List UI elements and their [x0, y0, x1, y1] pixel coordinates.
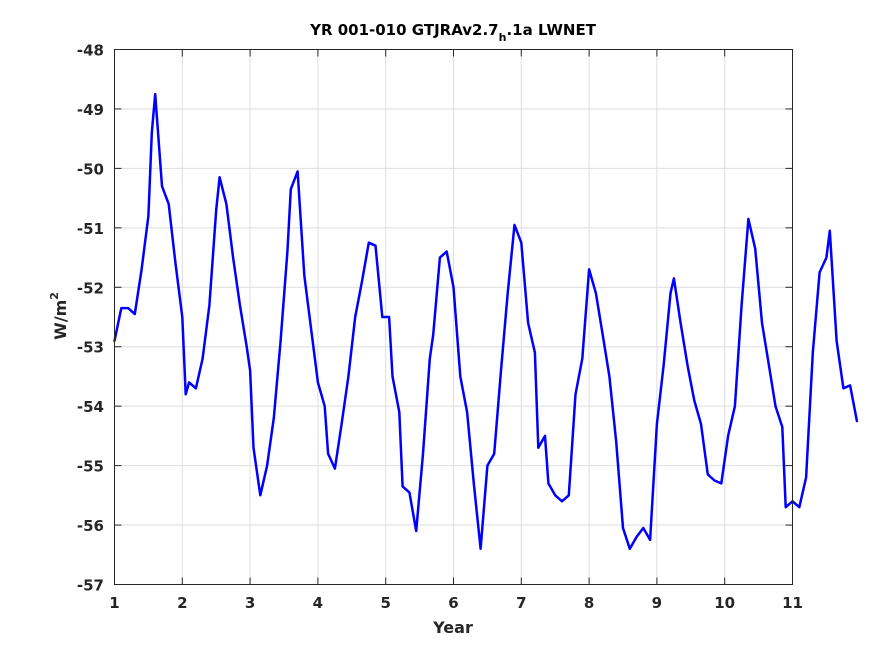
x-tick-label: 10: [714, 594, 735, 612]
x-tick-label: 7: [516, 594, 526, 612]
chart-title-main: YR 001-010 GTJRAv2.7: [309, 21, 499, 39]
x-tick-label: 11: [782, 594, 803, 612]
x-tick-label: 3: [245, 594, 255, 612]
x-axis-label: Year: [432, 618, 473, 637]
y-tick-label: -50: [77, 160, 104, 178]
x-tick-label: 8: [584, 594, 594, 612]
y-tick-label: -55: [77, 458, 104, 476]
y-axis-label-main: W/m: [51, 300, 70, 340]
x-tick-label: 2: [177, 594, 187, 612]
chart-title-rest: .1a LWNET: [506, 21, 596, 39]
plot-area-frame: [114, 49, 793, 585]
series-line-lwnet: [113, 92, 859, 551]
grid-lines: [114, 49, 793, 585]
y-tick-labels: -48 -49 -50 -51 -52 -53 -54 -55 -56 -57: [77, 42, 104, 595]
y-tick-label: -48: [77, 42, 104, 60]
y-tick-label: -54: [77, 398, 104, 416]
x-tick-label: 9: [652, 594, 662, 612]
y-tick-label: -51: [77, 220, 104, 238]
x-tick-labels: 1 2 3 4 5 6 7 8 9 10 11: [109, 594, 803, 612]
y-tick-label: -56: [77, 517, 104, 535]
x-tick-label: 4: [313, 594, 323, 612]
y-axis-label-superscript: 2: [48, 292, 61, 300]
y-axis-label: W/m2: [48, 292, 70, 340]
chart-title-subscript: h: [499, 31, 507, 44]
y-tick-label: -52: [77, 279, 104, 297]
y-tick-label: -53: [77, 339, 104, 357]
y-tick-label: -49: [77, 101, 104, 119]
x-tick-label: 5: [380, 594, 390, 612]
x-tick-label: 6: [448, 594, 458, 612]
chart-title: YR 001-010 GTJRAv2.7h.1a LWNET: [309, 21, 597, 44]
x-tick-label: 1: [109, 594, 119, 612]
y-tick-label: -57: [77, 577, 104, 595]
